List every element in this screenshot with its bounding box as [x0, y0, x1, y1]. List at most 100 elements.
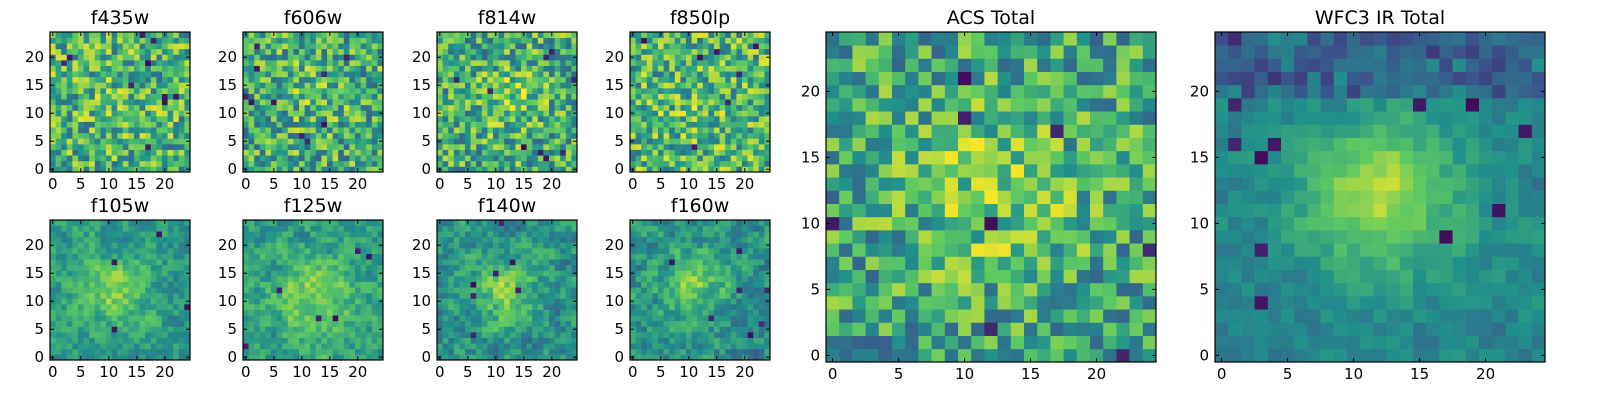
- heatmap-cell: [139, 166, 146, 173]
- heatmap-cell: [366, 60, 373, 66]
- heatmap-cell: [758, 287, 765, 294]
- heatmap-cell: [708, 298, 715, 305]
- x-tick-label: 15: [320, 175, 339, 193]
- heatmap-cell: [554, 166, 561, 173]
- heatmap-cell: [565, 320, 572, 327]
- heatmap-cell: [167, 166, 174, 173]
- heatmap-cell: [162, 264, 168, 271]
- heatmap-cell: [493, 99, 499, 106]
- heatmap-cell: [327, 127, 333, 134]
- heatmap-cell: [55, 253, 62, 260]
- heatmap-cell: [758, 82, 765, 89]
- heatmap-cell: [139, 309, 146, 316]
- heatmap-cell: [565, 292, 572, 299]
- heatmap-cell: [117, 348, 124, 355]
- heatmap-cell: [377, 287, 384, 294]
- heatmap-cell: [630, 281, 636, 288]
- heatmap-cell: [338, 71, 345, 78]
- heatmap-cell: [758, 116, 765, 122]
- heatmap-cell: [753, 82, 760, 89]
- heatmap-cell: [282, 337, 289, 344]
- heatmap-cell: [493, 253, 499, 260]
- heatmap-cell: [338, 225, 345, 232]
- heatmap-cell: [265, 110, 272, 117]
- heatmap-cell: [89, 304, 96, 310]
- heatmap-cell: [719, 76, 726, 83]
- heatmap-cell: [271, 326, 277, 333]
- heatmap-cell: [259, 343, 266, 350]
- heatmap-cell: [83, 116, 90, 122]
- heatmap-cell: [537, 76, 544, 83]
- heatmap-cell: [66, 337, 73, 344]
- heatmap-cell: [641, 54, 648, 61]
- heatmap-cell: [178, 60, 185, 66]
- heatmap-cell: [630, 99, 636, 106]
- heatmap-cell: [349, 253, 356, 260]
- heatmap-cell: [360, 54, 367, 61]
- heatmap-cell: [55, 155, 62, 162]
- heatmap-cell: [526, 144, 533, 150]
- heatmap-cell: [526, 270, 533, 277]
- heatmap-cell: [371, 71, 378, 78]
- heatmap-cell: [72, 37, 79, 44]
- heatmap-cell: [487, 337, 494, 344]
- heatmap-cell: [736, 110, 743, 117]
- heatmap-cell: [714, 337, 720, 344]
- heatmap-cell: [758, 88, 765, 94]
- heatmap-cell: [293, 37, 300, 44]
- heatmap-cell: [725, 155, 732, 162]
- heatmap-cell: [719, 337, 726, 344]
- heatmap-cell: [106, 231, 112, 238]
- heatmap-cell: [50, 99, 56, 106]
- heatmap-cell: [459, 144, 466, 150]
- heatmap-cell: [498, 248, 505, 254]
- heatmap-cell: [265, 231, 272, 238]
- heatmap-cell: [377, 253, 384, 260]
- heatmap-cell: [111, 43, 118, 50]
- heatmap-cell: [554, 292, 561, 299]
- heatmap-cell: [167, 32, 174, 38]
- heatmap-cell: [100, 337, 107, 344]
- heatmap-cell: [100, 99, 107, 106]
- heatmap-cell: [343, 354, 350, 361]
- heatmap-cell: [377, 144, 384, 150]
- heatmap-cell: [481, 160, 488, 167]
- heatmap-cell: [338, 93, 345, 100]
- heatmap-cell: [465, 242, 471, 249]
- heatmap-cell: [554, 320, 561, 327]
- heatmap-cell: [526, 48, 533, 55]
- y-tick-label: 5: [227, 132, 237, 150]
- heatmap-cell: [243, 48, 249, 55]
- heatmap-cell: [652, 276, 659, 282]
- heatmap-cell: [453, 121, 460, 128]
- heatmap-cell: [349, 287, 356, 294]
- heatmap-cell: [476, 298, 483, 305]
- heatmap-cell: [554, 155, 561, 162]
- heatmap-cell: [276, 76, 283, 83]
- heatmap-cell: [150, 65, 157, 72]
- heatmap-cell: [248, 281, 255, 288]
- heatmap-cell: [747, 343, 754, 350]
- heatmap-cell: [243, 348, 249, 355]
- heatmap-cell: [652, 76, 659, 83]
- heatmap-cell: [635, 276, 642, 282]
- heatmap-cell: [437, 309, 443, 316]
- heatmap-cell: [111, 287, 118, 294]
- heatmap-cell: [287, 276, 294, 282]
- heatmap-cell: [66, 155, 73, 162]
- heatmap-cell: [55, 337, 62, 344]
- heatmap-cell: [94, 348, 101, 355]
- heatmap-cell: [299, 149, 305, 156]
- heatmap-cell: [515, 231, 522, 238]
- heatmap-cell: [646, 326, 653, 333]
- heatmap-cell: [299, 326, 305, 333]
- heatmap-cell: [327, 259, 333, 266]
- heatmap-cell: [742, 116, 748, 122]
- heatmap-cell: [139, 236, 146, 243]
- heatmap-cell: [521, 99, 527, 106]
- heatmap-cell: [674, 82, 681, 89]
- heatmap-cell: [476, 32, 483, 38]
- heatmap-cell: [304, 332, 311, 338]
- heatmap-cell: [304, 116, 311, 122]
- heatmap-cell: [543, 220, 550, 226]
